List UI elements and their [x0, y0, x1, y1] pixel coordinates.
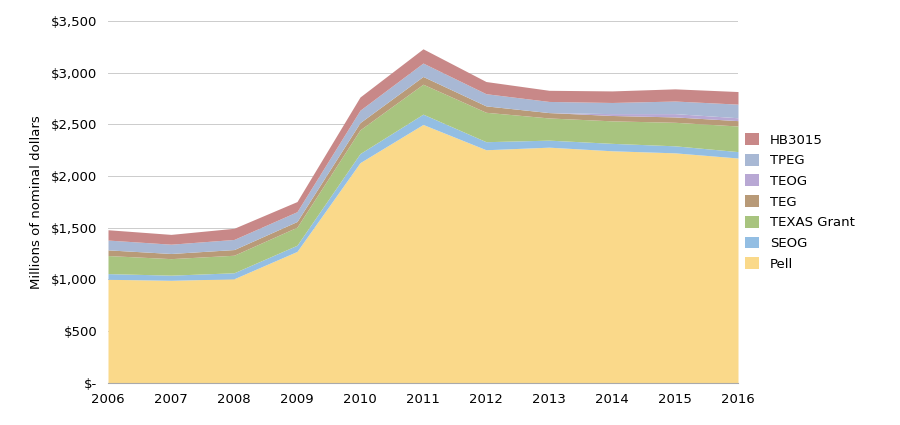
Legend: HB3015, TPEG, TEOG, TEG, TEXAS Grant, SEOG, Pell: HB3015, TPEG, TEOG, TEG, TEXAS Grant, SE…	[744, 133, 854, 271]
Y-axis label: Millions of nominal dollars: Millions of nominal dollars	[30, 115, 43, 289]
